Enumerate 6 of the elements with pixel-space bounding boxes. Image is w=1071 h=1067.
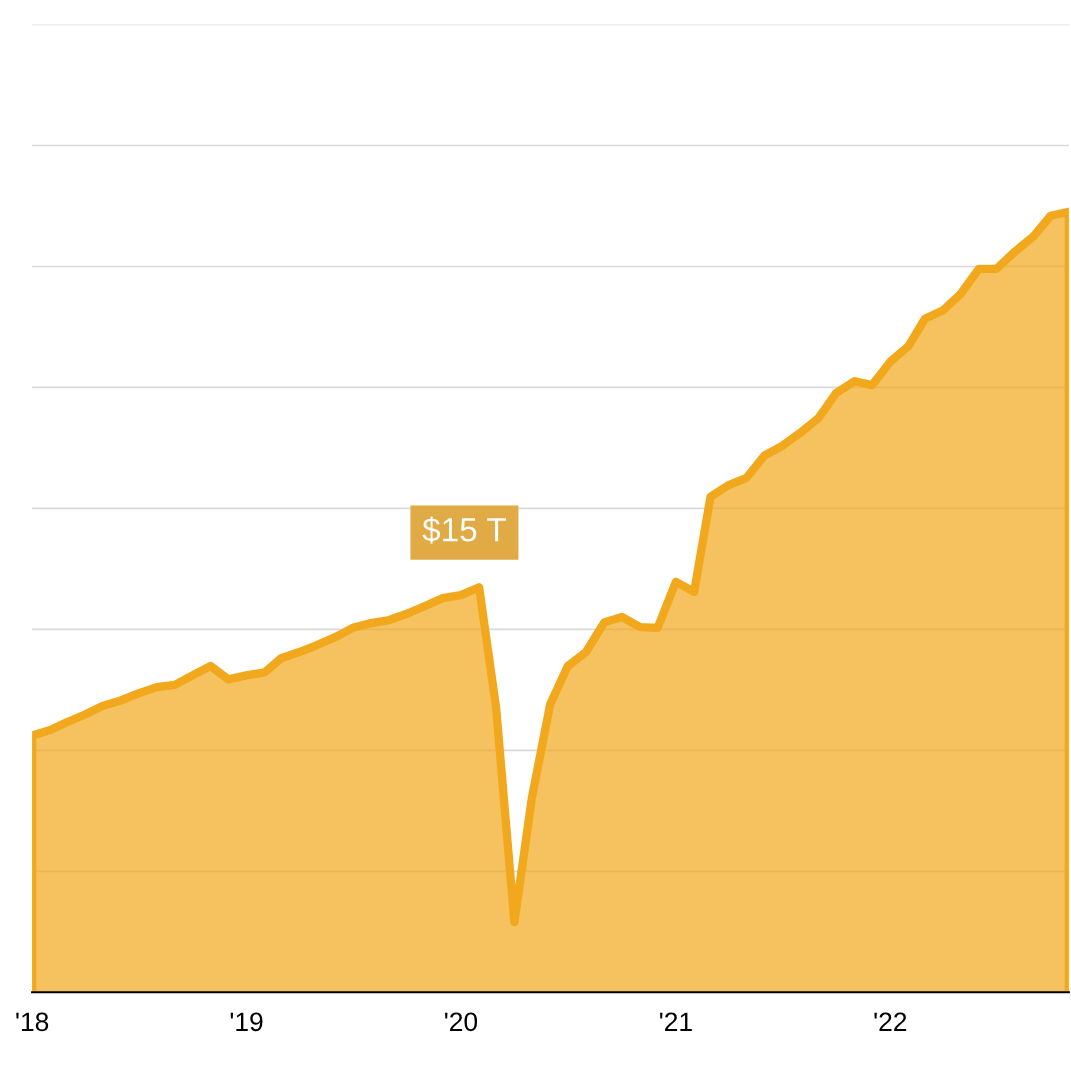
x-tick-label: '19 [230, 1012, 263, 1032]
x-tick-label: '21 [660, 1012, 692, 1031]
annotation: $15 T [422, 516, 507, 544]
x-tick-label: '22 [874, 1012, 907, 1031]
x-tick-label: '20 [445, 1012, 478, 1032]
x-tick-label: '18 [16, 1012, 49, 1032]
